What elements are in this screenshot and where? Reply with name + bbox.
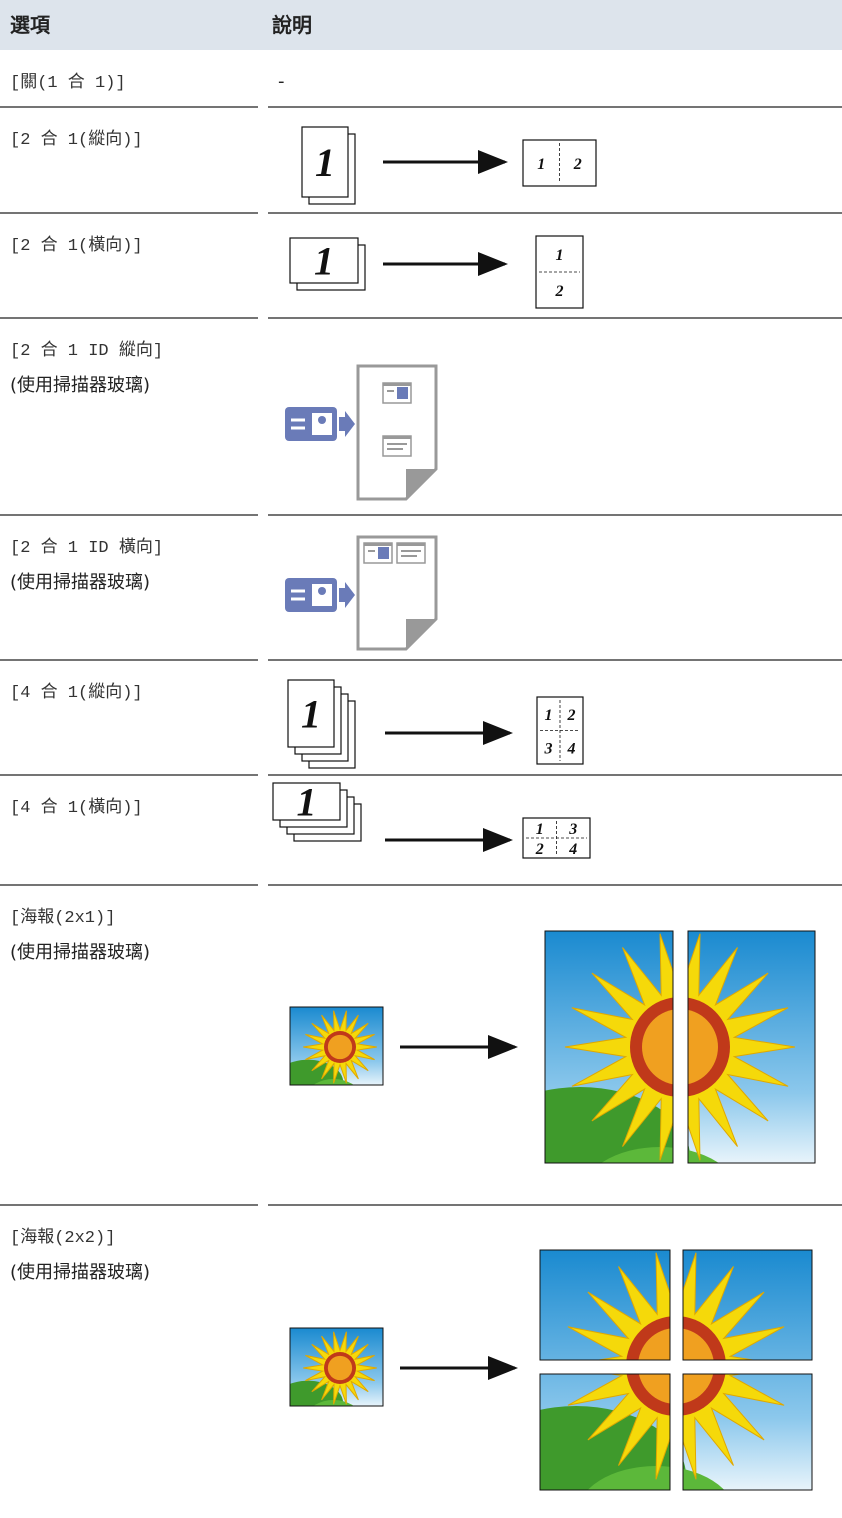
leaf: [313, 1400, 354, 1406]
option-text: [2 合 1(橫向)]: [10, 235, 143, 256]
page: [272, 782, 341, 821]
result-number: 2: [567, 707, 576, 724]
description-text: -: [278, 71, 285, 92]
header-cell: 選項: [10, 13, 51, 37]
page: [301, 126, 349, 198]
image-border: [544, 930, 674, 1164]
image-border: [289, 1327, 384, 1407]
option-text: [4 合 1(橫向)]: [10, 797, 143, 818]
leaf: [313, 1079, 354, 1085]
result-number: 3: [568, 821, 577, 838]
mini-band: [383, 436, 411, 439]
image-border: [682, 1249, 813, 1361]
image-border: [539, 1249, 671, 1361]
result-number: 1: [537, 156, 545, 173]
page: [287, 679, 335, 748]
header-cell: 說明: [272, 13, 312, 37]
page-number: 1: [297, 780, 317, 825]
result-number: 2: [555, 283, 564, 300]
image-border: [682, 1373, 813, 1491]
poster-gap: [535, 1360, 817, 1374]
option-text: (使用掃描器玻璃): [10, 1262, 150, 1283]
sunflower-image: [540, 1250, 812, 1490]
id-face: [318, 416, 326, 424]
option-text: (使用掃描器玻璃): [10, 375, 150, 396]
result-number: 4: [567, 740, 576, 757]
page-number: 1: [314, 239, 334, 284]
document-fold: [406, 469, 436, 499]
mini-photo: [397, 387, 408, 399]
result-number: 1: [536, 821, 544, 838]
flower-center: [327, 1034, 353, 1060]
id-arrow: [339, 582, 355, 608]
option-text: (使用掃描器玻璃): [10, 572, 150, 593]
option-text: [2 合 1 ID 縱向]: [10, 340, 163, 361]
result-number: 2: [535, 841, 544, 858]
option-text: [海報(2x2)]: [10, 1227, 115, 1248]
page-number: 1: [315, 140, 335, 185]
id-face: [318, 587, 326, 595]
result-number: 4: [568, 841, 577, 858]
page-number: 1: [301, 692, 321, 737]
option-text: [2 合 1(縱向)]: [10, 129, 143, 150]
flower-center: [327, 1355, 353, 1381]
mini-band: [397, 543, 425, 546]
leaf: [601, 1147, 719, 1163]
mini-band: [383, 383, 411, 386]
sunflower-image: [290, 1007, 383, 1085]
option-text: [2 合 1 ID 橫向]: [10, 537, 163, 558]
option-text: [海報(2x1)]: [10, 907, 115, 928]
poster-gap: [673, 925, 688, 1170]
header-bg: [0, 0, 842, 50]
page: [289, 237, 359, 284]
option-text: (使用掃描器玻璃): [10, 942, 150, 963]
result-number: 2: [573, 156, 582, 173]
image-border: [539, 1373, 671, 1491]
result-number: 1: [545, 707, 553, 724]
sunflower-image: [290, 1328, 383, 1406]
result-number: 1: [556, 247, 564, 264]
option-text: [關(1 合 1)]: [10, 72, 126, 93]
mini-band: [364, 543, 392, 546]
option-text: [4 合 1(縱向)]: [10, 682, 143, 703]
result-number: 3: [544, 740, 553, 757]
image-border: [289, 1006, 384, 1086]
image-border: [687, 930, 816, 1164]
document-fold: [406, 619, 436, 649]
id-arrow: [339, 411, 355, 437]
sunflower-image: [545, 931, 815, 1163]
mini-photo: [378, 547, 389, 559]
